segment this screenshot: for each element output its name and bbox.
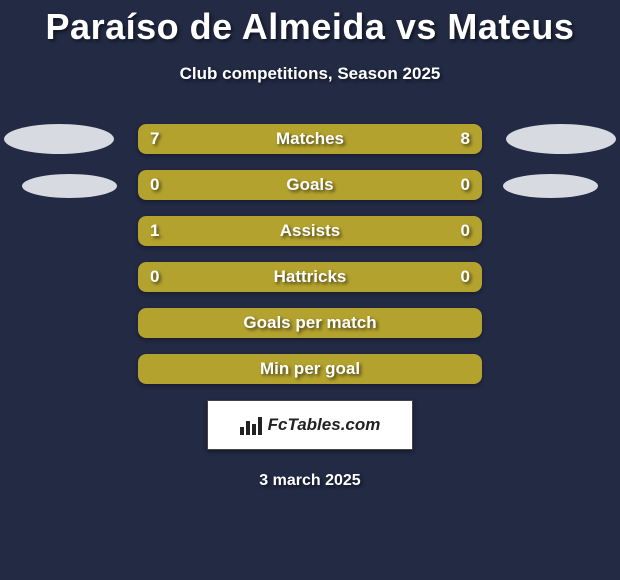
stat-bar: 10Assists [138, 216, 482, 246]
footer-text: FcTables.com [268, 415, 381, 435]
date-label: 3 march 2025 [0, 472, 620, 490]
bar-label: Assists [138, 216, 482, 246]
chart-icon [240, 415, 262, 435]
bar-label: Goals [138, 170, 482, 200]
page-title: Paraíso de Almeida vs Mateus [0, 0, 620, 48]
player1-avatar-ellipse [4, 124, 114, 154]
chart-area: 78Matches 00Goals 10Assists 00Hattricks Goal… [0, 124, 620, 384]
page-subtitle: Club competitions, Season 2025 [0, 64, 620, 84]
bar-label: Matches [138, 124, 482, 154]
comparison-bars: 78Matches 00Goals 10Assists 00Hattricks Goal… [138, 124, 482, 384]
bar-label: Hattricks [138, 262, 482, 292]
stat-bar: 00Hattricks [138, 262, 482, 292]
stat-bar: 78Matches [138, 124, 482, 154]
stat-bar: Goals per match [138, 308, 482, 338]
player2-avatar-ellipse [506, 124, 616, 154]
player2-shadow-ellipse [503, 174, 598, 198]
player1-shadow-ellipse [22, 174, 117, 198]
stat-bar: Min per goal [138, 354, 482, 384]
stat-bar: 00Goals [138, 170, 482, 200]
bar-label: Min per goal [138, 354, 482, 384]
bar-label: Goals per match [138, 308, 482, 338]
footer-attribution: FcTables.com [207, 400, 413, 450]
